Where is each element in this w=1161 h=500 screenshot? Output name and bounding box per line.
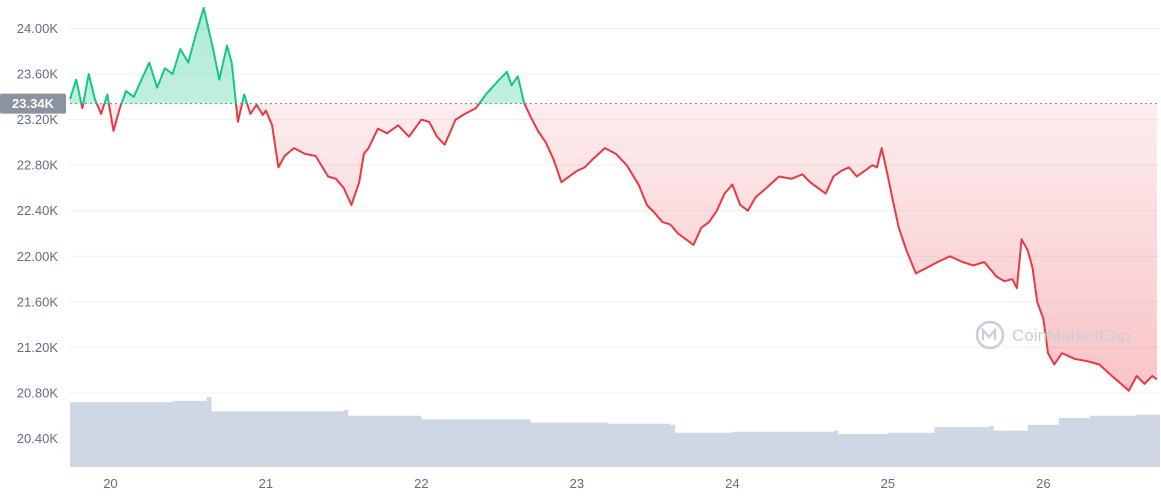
price-line-above [69,7,526,104]
y-tick-label: 24.00K [17,21,59,36]
x-tick-label: 25 [881,476,895,491]
y-axis: 24.00K 23.60K 23.20K 22.80K 22.40K 22.00K 21.6… [17,21,59,446]
price-line-below [80,103,1158,392]
y-tick-label: 22.80K [17,158,59,173]
volume-area [70,396,1160,467]
price-fill-below [70,103,1157,391]
watermark-text: CoinMarketCap [1012,326,1130,345]
x-axis: 20 21 22 23 24 25 26 [103,476,1050,491]
y-tick-label: 22.40K [17,203,59,218]
y-tick-label: 22.00K [17,249,59,264]
price-fill-above [70,8,525,104]
x-tick-label: 26 [1036,476,1050,491]
x-tick-label: 21 [259,476,273,491]
y-tick-label: 21.20K [17,340,59,355]
x-tick-label: 22 [414,476,428,491]
coinmarketcap-logo-icon [975,320,1005,350]
watermark: CoinMarketCap [975,320,1130,350]
reference-badge: 23.34K [0,93,66,114]
x-tick-label: 20 [103,476,117,491]
y-tick-label: 20.80K [17,385,59,400]
reference-value-label: 23.34K [12,96,55,111]
x-tick-label: 23 [570,476,584,491]
coinmarketcap-logo-mark [981,327,997,340]
x-tick-label: 24 [725,476,739,491]
y-tick-label: 20.40K [17,431,59,446]
y-tick-label: 23.60K [17,67,59,82]
y-tick-label: 23.20K [17,112,59,127]
y-tick-label: 21.60K [17,294,59,309]
